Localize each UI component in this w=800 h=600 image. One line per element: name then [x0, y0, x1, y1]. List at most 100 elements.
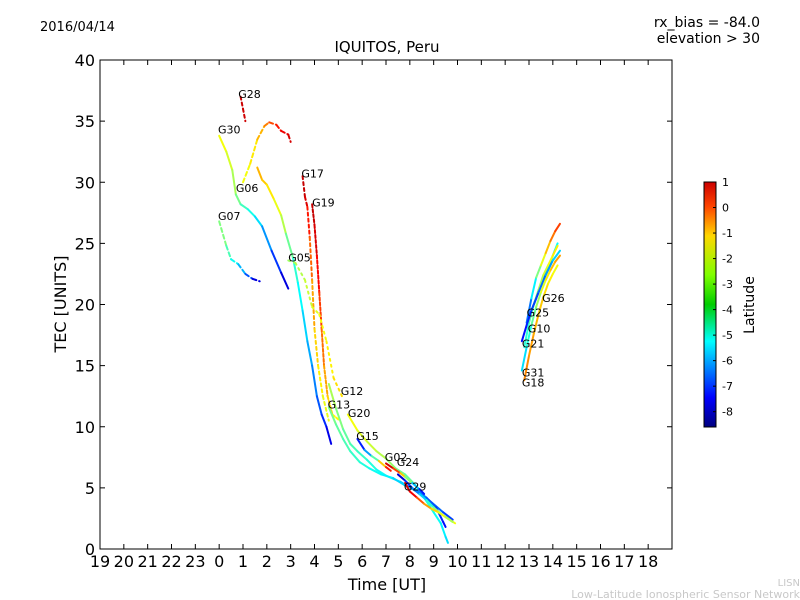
series-segment: [265, 183, 275, 201]
x-tick-label: 11: [471, 552, 491, 571]
series-segment: [280, 214, 287, 235]
x-axis-label: Time [UT]: [347, 575, 426, 594]
series-segment: [542, 282, 550, 299]
series-segment: [275, 123, 283, 132]
series-segment: [242, 107, 247, 123]
date-label: 2016/04/14: [40, 20, 115, 35]
series-segment: [551, 249, 561, 262]
satellite-label: G19: [312, 197, 335, 210]
colorbar-tick-label: -5: [722, 329, 733, 342]
colorbar-tick-label: -4: [722, 304, 733, 317]
series-segment: [303, 195, 309, 208]
series-segment: [358, 461, 371, 470]
series-segment: [525, 324, 533, 349]
series-segment: [270, 249, 283, 274]
elevation-label: elevation > 30: [657, 31, 760, 47]
series-segment: [325, 340, 335, 379]
chart-title: IQUITOS, Peru: [334, 38, 439, 56]
series-segment: [365, 458, 378, 471]
y-tick-label: 40: [75, 51, 95, 70]
series-segment: [530, 291, 540, 312]
series-segment: [554, 222, 561, 233]
series-segment: [549, 260, 557, 272]
satellite-label: G30: [218, 123, 241, 136]
x-tick-label: 17: [614, 552, 634, 571]
y-tick-label: 20: [75, 296, 95, 315]
series-segment: [437, 511, 447, 519]
series-segment: [392, 477, 407, 487]
x-tick-label: 21: [137, 552, 157, 571]
tick-layer: 19 20 21 22 23 0 1 2 3 4 5 6 7 8 9 10 11 12 13 14 15 16 17 1805…: [75, 51, 672, 571]
x-tick-label: 3: [286, 552, 296, 571]
series-segment: [242, 162, 252, 184]
satellite-label: G24: [397, 456, 420, 469]
x-tick-label: 23: [185, 552, 205, 571]
x-tick-label: 13: [519, 552, 539, 571]
series-segment: [442, 511, 454, 521]
series-segment: [525, 309, 533, 327]
series-segment: [263, 121, 271, 128]
y-axis-label: TEC [UNITS]: [51, 256, 70, 354]
x-tick-label: 4: [309, 552, 319, 571]
series-segment: [280, 129, 290, 136]
series-segment: [301, 175, 306, 198]
x-tick-label: 8: [405, 552, 415, 571]
series-segment: [301, 309, 309, 343]
series-g30-rise: [242, 121, 292, 184]
series-segment: [327, 382, 337, 410]
series-segment: [218, 220, 228, 247]
x-tick-label: 1: [238, 552, 248, 571]
satellite-label: G15: [356, 430, 379, 443]
series-segment: [315, 254, 321, 294]
series-g05: [287, 259, 345, 400]
y-tick-label: 0: [85, 540, 95, 559]
series-segment: [539, 279, 547, 294]
series-segment: [280, 271, 290, 290]
colorbar-tick-label: -3: [722, 278, 733, 291]
x-tick-label: 20: [114, 552, 134, 571]
satellite-label: G26: [542, 292, 565, 305]
series-segment: [320, 327, 326, 367]
x-tick-label: 6: [357, 552, 367, 571]
series-segment: [261, 178, 268, 186]
series-segment: [306, 205, 311, 239]
series-segment: [323, 364, 329, 398]
series-segment: [418, 488, 426, 495]
series-segment: [547, 254, 554, 267]
series-segment: [321, 395, 330, 422]
series-segment: [256, 125, 266, 141]
colorbar-tick-label: -2: [722, 253, 733, 266]
series-segment: [404, 475, 414, 484]
series-segment: [287, 259, 297, 264]
series-g25: [525, 222, 561, 324]
series-g21: [520, 249, 561, 343]
series-segment: [544, 259, 554, 277]
x-tick-label: 15: [566, 552, 586, 571]
series-segment: [532, 313, 540, 335]
series-segment: [408, 490, 418, 499]
series-segment: [520, 324, 528, 343]
series-segment: [342, 428, 352, 445]
colorbar: [703, 181, 717, 428]
y-tick-label: 30: [75, 173, 95, 192]
series-segment: [218, 134, 228, 153]
series-segment: [313, 224, 318, 257]
series-segment: [537, 274, 545, 291]
series-segment: [315, 395, 323, 416]
series-g07: [218, 220, 261, 283]
series-g18: [523, 264, 559, 382]
series-segment: [308, 236, 314, 282]
series-segment: [523, 354, 530, 382]
series-segment: [327, 406, 337, 426]
series-segment: [423, 502, 433, 510]
series-segment: [551, 264, 559, 275]
series-segment: [394, 467, 407, 476]
series-segment: [530, 276, 538, 300]
series-segment: [272, 198, 283, 217]
series-segment: [313, 327, 320, 367]
series-segment: [239, 203, 249, 211]
series-segment: [377, 459, 387, 469]
series-segment: [554, 254, 561, 263]
series-segment: [530, 305, 538, 327]
series-segment: [356, 429, 368, 443]
